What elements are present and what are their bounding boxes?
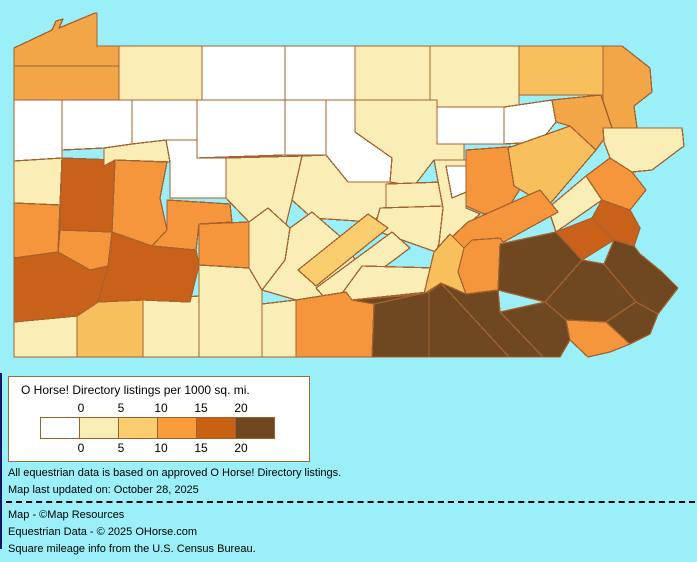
county-mifflin[interactable] (297, 213, 389, 287)
note-data-source: All equestrian data is based on approved… (8, 467, 342, 479)
legend-swatch (196, 417, 236, 439)
note-last-updated: Map last updated on: October 28, 2025 (8, 484, 199, 496)
county-venango[interactable] (61, 99, 133, 151)
county-wayne[interactable] (602, 45, 653, 129)
county-greene[interactable] (13, 315, 78, 358)
dashed-divider (6, 501, 695, 503)
county-franklin[interactable] (295, 291, 375, 358)
county-bradford[interactable] (429, 45, 520, 108)
county-crawford[interactable] (13, 65, 120, 101)
county-susquehanna[interactable] (518, 45, 604, 96)
credit-equestrian-data: Equestrian Data - © 2025 OHorse.com (8, 526, 198, 538)
tick-label: 20 (234, 401, 248, 415)
legend-swatch (235, 417, 275, 439)
county-lawrence[interactable] (13, 157, 63, 206)
county-potter[interactable] (284, 45, 356, 101)
county-indiana[interactable] (151, 199, 233, 251)
tick-label: 10 (154, 441, 168, 455)
legend-swatch (157, 417, 197, 439)
county-pike[interactable] (602, 127, 685, 173)
tick-label: 10 (154, 401, 168, 415)
county-butler[interactable] (59, 157, 116, 233)
tick-label: 0 (77, 441, 85, 455)
county-sullivan[interactable] (436, 106, 505, 145)
county-adams[interactable] (371, 291, 430, 358)
county-mercer[interactable] (13, 99, 63, 162)
county-somerset[interactable] (142, 295, 200, 358)
county-beaver[interactable] (13, 202, 61, 259)
legend-swatch (79, 417, 119, 439)
county-mckean[interactable] (201, 45, 286, 101)
county-armstrong[interactable] (111, 159, 168, 247)
legend-box: O Horse! Directory listings per 1000 sq.… (8, 376, 310, 462)
tick-label: 20 (234, 441, 248, 455)
credit-square-mileage: Square mileage info from the U.S. Census… (8, 543, 256, 555)
county-fulton[interactable] (261, 299, 297, 358)
county-bedford[interactable] (198, 264, 263, 358)
tick-label: 15 (194, 401, 208, 415)
county-cameron[interactable] (284, 99, 327, 156)
tick-label: 0 (77, 401, 85, 415)
tick-label: 15 (194, 441, 208, 455)
county-union[interactable] (385, 181, 444, 209)
county-westmoreland[interactable] (97, 231, 200, 303)
county-delaware[interactable] (565, 319, 631, 358)
county-warren[interactable] (118, 45, 203, 101)
legend-color-ramp (40, 417, 275, 439)
legend-ticks-bottom: 0 5 10 15 20 (9, 441, 309, 455)
legend-title: O Horse! Directory listings per 1000 sq.… (21, 383, 250, 397)
county-wyoming[interactable] (503, 99, 557, 145)
credit-map: Map - ©Map Resources (8, 509, 125, 521)
legend-swatch (118, 417, 158, 439)
tick-label: 5 (117, 441, 125, 455)
left-edge-line (0, 373, 2, 549)
county-luzerne[interactable] (507, 125, 597, 207)
legend-ticks-top: 0 5 10 15 20 (9, 401, 309, 415)
county-elk[interactable] (196, 99, 286, 159)
county-erie[interactable] (13, 12, 120, 67)
county-tioga[interactable] (354, 45, 431, 101)
tick-label: 5 (117, 401, 125, 415)
legend-swatch (40, 417, 80, 439)
county-cambria[interactable] (198, 221, 250, 269)
county-forest[interactable] (131, 99, 198, 145)
